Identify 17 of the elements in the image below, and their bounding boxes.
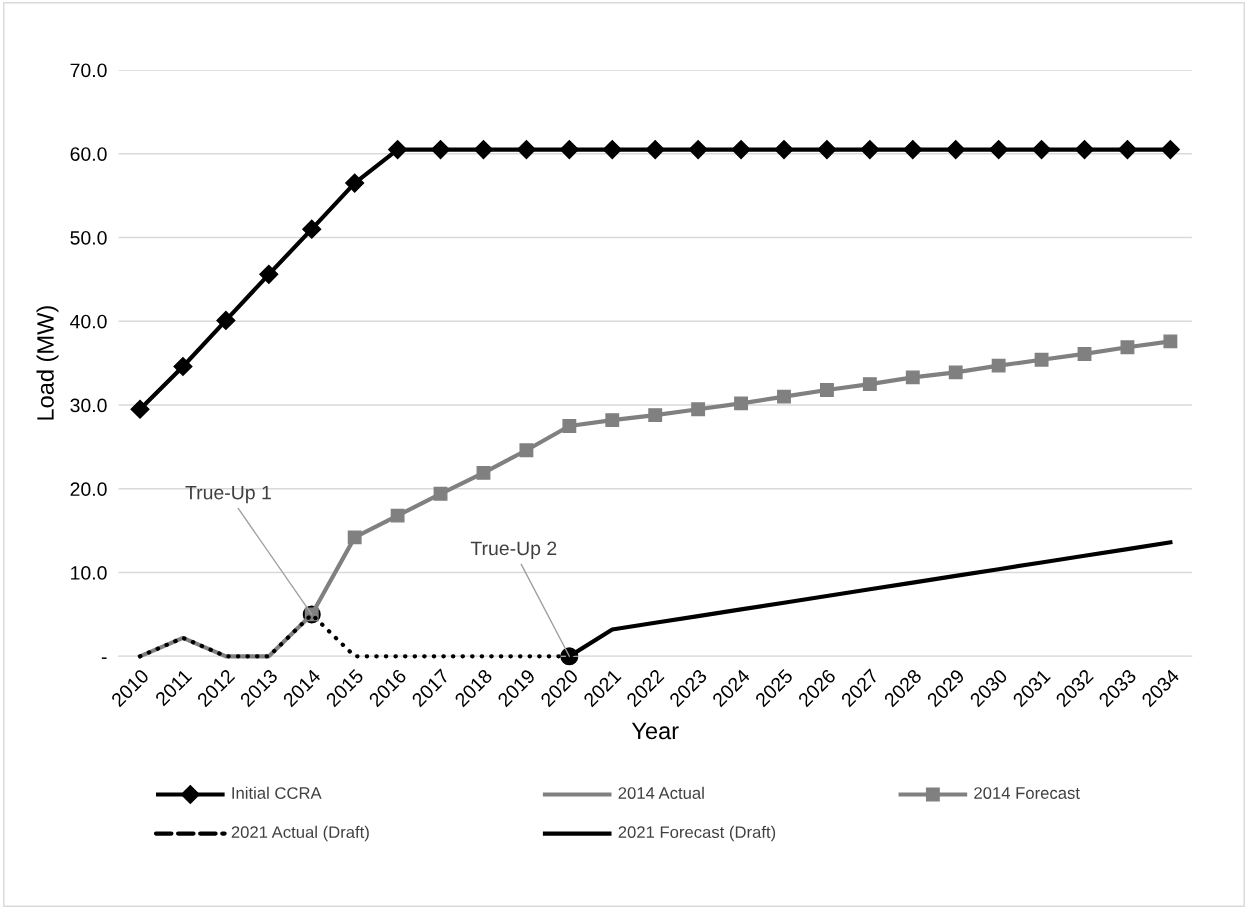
y-axis-title: Load (MW) [36,306,59,420]
y-tick-label: 60.0 [70,147,107,161]
legend-label: 2021 Forecast (Draft) [618,825,776,842]
y-tick-label: 40.0 [70,314,107,329]
y-tick-label: 20.0 [70,482,107,497]
y-tick-label: 30.0 [70,398,107,413]
legend-label: 2014 Actual [618,786,704,799]
x-axis-title: Year [631,722,679,740]
legend-label: 2014 Forecast [974,787,1080,799]
y-tick-label: - [101,657,107,659]
legend-label: Initial CCRA [232,786,322,799]
y-tick-label: 70.0 [70,63,107,78]
y-tick-label: 10.0 [71,566,107,580]
legend-label: 2021 Actual (Draft) [231,825,369,842]
annotation: True-Up 1 [185,485,271,504]
y-tick-label: 50.0 [70,230,107,245]
annotation: True-Up 2 [470,541,557,560]
